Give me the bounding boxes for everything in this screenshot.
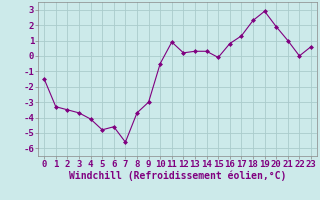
X-axis label: Windchill (Refroidissement éolien,°C): Windchill (Refroidissement éolien,°C)	[69, 171, 286, 181]
